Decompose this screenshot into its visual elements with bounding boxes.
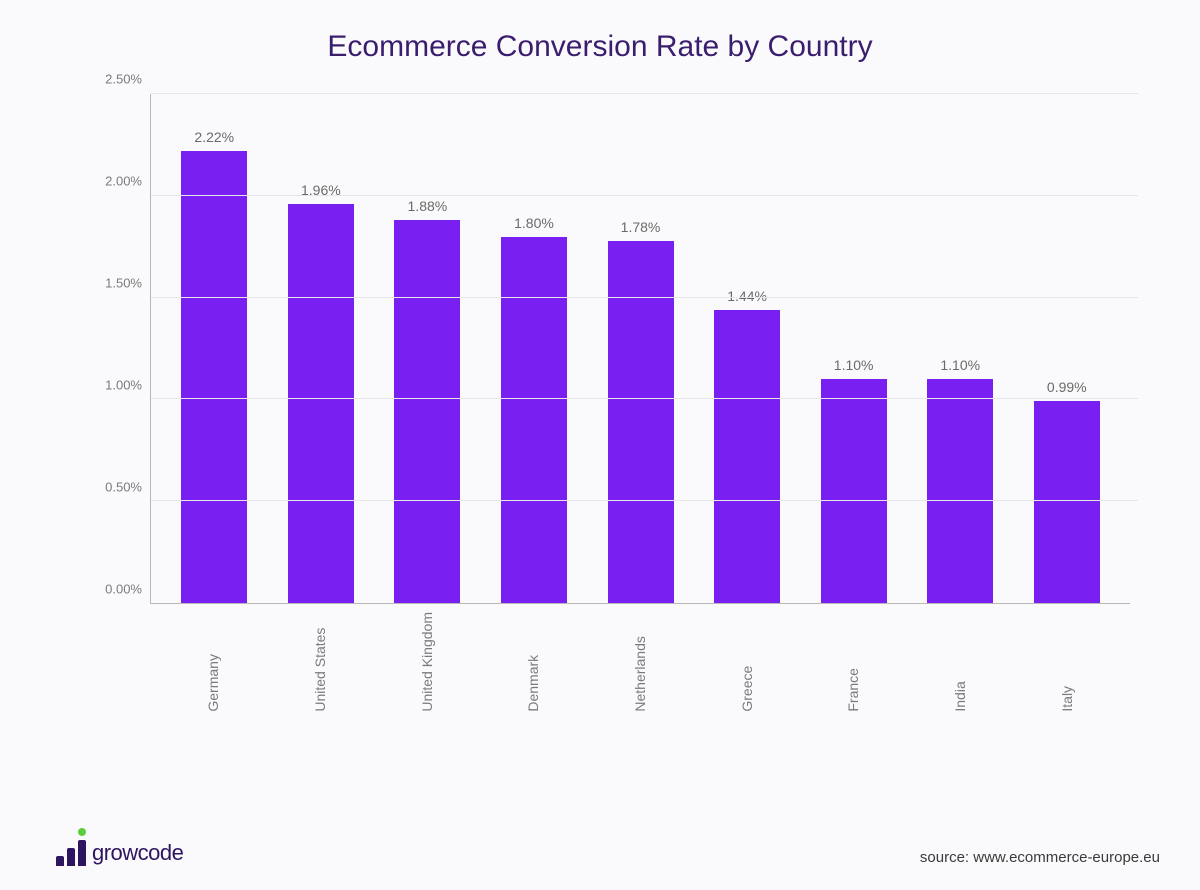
y-tick-label: 2.00%	[105, 174, 142, 189]
logo-bar-2	[67, 848, 75, 866]
bar-slot: 0.99%	[1014, 94, 1121, 603]
bar-slot: 1.78%	[587, 94, 694, 603]
logo-text: growcode	[92, 840, 183, 866]
chart-title: Ecommerce Conversion Rate by Country	[40, 30, 1160, 64]
gridline	[151, 93, 1138, 94]
bar-slot: 1.10%	[907, 94, 1014, 603]
bar-slot: 1.10%	[800, 94, 907, 603]
bar-value-label: 0.99%	[1047, 379, 1087, 395]
x-tick-label: Greece	[739, 612, 755, 712]
bar-slot: 1.80%	[481, 94, 588, 603]
bar-slot: 2.22%	[161, 94, 268, 603]
bar	[714, 310, 780, 603]
x-tick-label: France	[845, 612, 861, 712]
y-tick-label: 1.00%	[105, 378, 142, 393]
bar-value-label: 1.10%	[940, 357, 980, 373]
logo: growcode	[56, 838, 183, 866]
x-label-slot: France	[800, 604, 907, 712]
x-tick-label: Italy	[1059, 612, 1075, 712]
gridline	[151, 398, 1138, 399]
y-tick-label: 2.50%	[105, 72, 142, 87]
gridline	[151, 297, 1138, 298]
bar	[501, 237, 567, 603]
x-label-slot: United States	[267, 604, 374, 712]
y-axis: 0.00%0.50%1.00%1.50%2.00%2.50%	[90, 94, 150, 604]
x-label-slot: Germany	[160, 604, 267, 712]
chart-area: 0.00%0.50%1.00%1.50%2.00%2.50% 2.22%1.96…	[40, 94, 1160, 870]
bar-slot: 1.44%	[694, 94, 801, 603]
bar	[394, 220, 460, 603]
x-axis: Germany United States United Kingdom Denmar…	[150, 604, 1130, 712]
x-label-slot: Netherlands	[587, 604, 694, 712]
bars-group: 2.22% 1.96% 1.88% 1.80% 1.78% 1.44% 1.10% 1.10%…	[151, 94, 1130, 603]
chart-container: Ecommerce Conversion Rate by Country 0.0…	[0, 0, 1200, 890]
x-tick-label: Denmark	[525, 612, 541, 712]
bar	[927, 379, 993, 603]
gridline	[151, 195, 1138, 196]
bar-value-label: 2.22%	[194, 129, 234, 145]
gridline	[151, 500, 1138, 501]
plot-area: 2.22% 1.96% 1.88% 1.80% 1.78% 1.44% 1.10% 1.10%…	[150, 94, 1130, 604]
x-label-slot: United Kingdom	[373, 604, 480, 712]
source-text: source: www.ecommerce-europe.eu	[920, 849, 1160, 866]
y-tick-label: 1.50%	[105, 276, 142, 291]
x-axis-row: Germany United States United Kingdom Denmar…	[150, 604, 1130, 712]
bar-slot: 1.96%	[268, 94, 375, 603]
plot-row: 0.00%0.50%1.00%1.50%2.00%2.50% 2.22%1.96…	[90, 94, 1130, 604]
x-tick-label: Netherlands	[632, 612, 648, 712]
logo-bar-3	[78, 840, 86, 866]
bar-value-label: 1.10%	[834, 357, 874, 373]
bar-value-label: 1.78%	[621, 219, 661, 235]
x-label-slot: India	[907, 604, 1014, 712]
x-tick-label: United States	[312, 612, 328, 712]
footer: growcode source: www.ecommerce-europe.eu	[0, 838, 1200, 890]
logo-dot-icon	[78, 828, 86, 836]
x-tick-label: Germany	[205, 612, 221, 712]
bar-slot: 1.88%	[374, 94, 481, 603]
x-label-slot: Italy	[1013, 604, 1120, 712]
x-tick-label: United Kingdom	[419, 612, 435, 712]
logo-bar-1	[56, 856, 64, 866]
bar	[821, 379, 887, 603]
x-label-slot: Greece	[693, 604, 800, 712]
bar	[1034, 401, 1100, 603]
bar	[608, 241, 674, 603]
x-label-slot: Denmark	[480, 604, 587, 712]
logo-mark	[56, 838, 86, 866]
bar-value-label: 1.80%	[514, 215, 554, 231]
bar	[181, 151, 247, 603]
x-tick-label: India	[952, 612, 968, 712]
y-tick-label: 0.00%	[105, 582, 142, 597]
bar	[288, 204, 354, 603]
y-tick-label: 0.50%	[105, 480, 142, 495]
bar-value-label: 1.88%	[408, 198, 448, 214]
